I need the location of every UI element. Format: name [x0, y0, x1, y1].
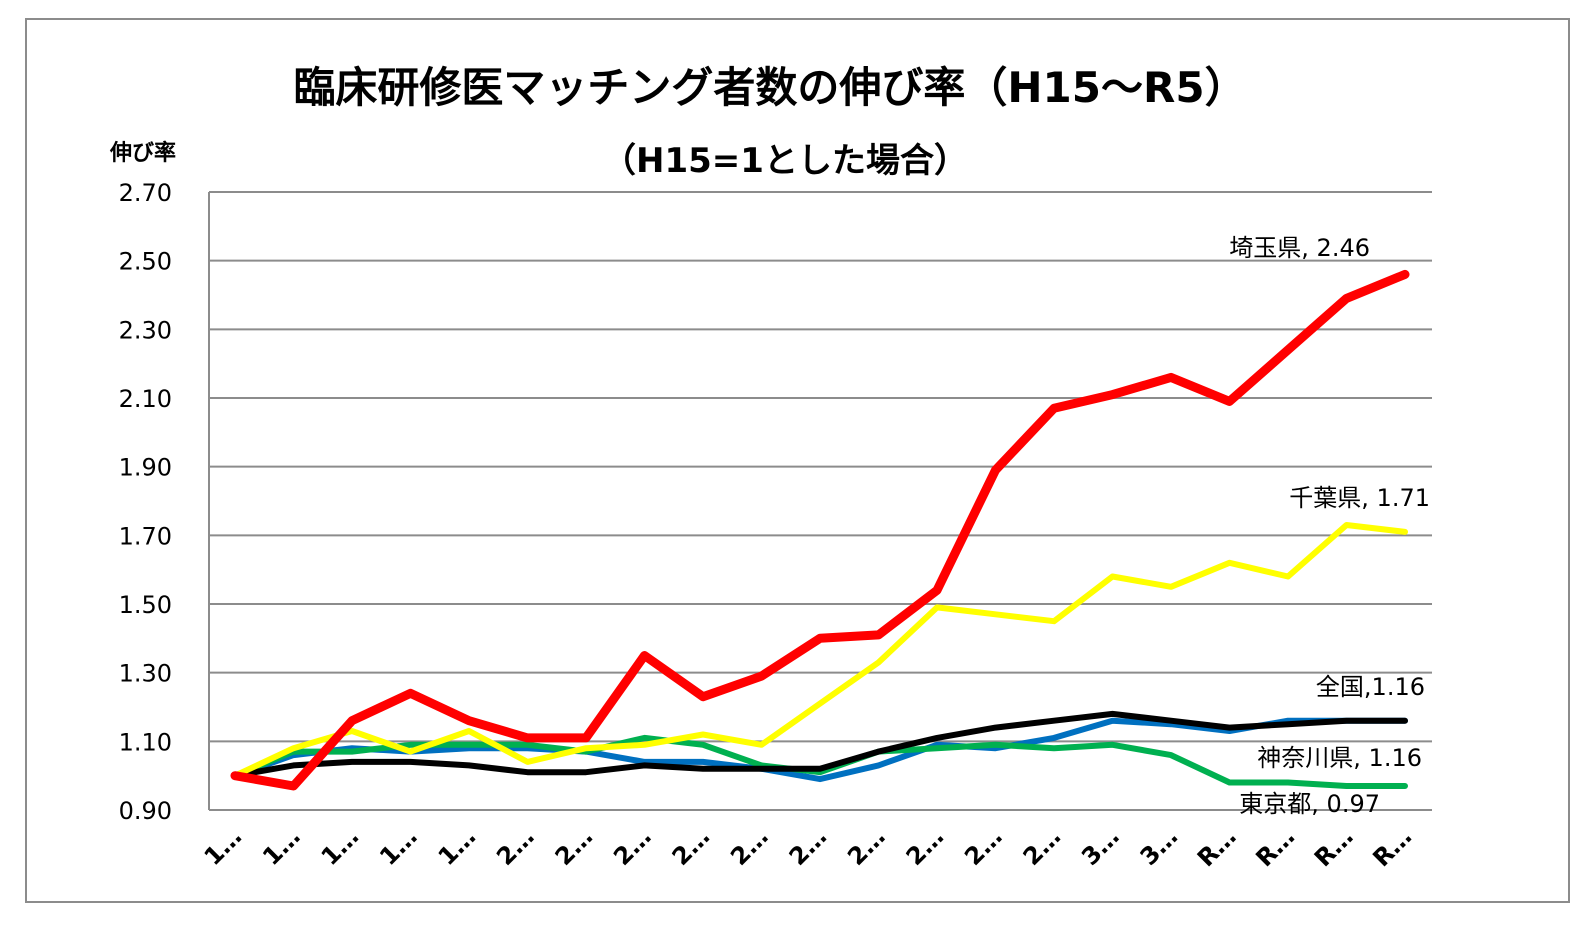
- y-tick-label: 1.70: [119, 522, 172, 550]
- chart-subtitle: （H15=1とした場合）: [602, 141, 968, 181]
- x-tick-label: 2…: [491, 822, 540, 871]
- data-label-東京都: 東京都, 0.97: [1239, 790, 1380, 818]
- chart-title: 臨床研修医マッチング者数の伸び率（H15～R5）: [293, 63, 1246, 112]
- y-tick-label: 2.50: [119, 248, 172, 276]
- x-tick-label: 2…: [608, 822, 657, 871]
- x-tick-label: 3…: [1076, 822, 1125, 871]
- y-tick-label: 1.90: [119, 454, 172, 482]
- x-tick-label: 2…: [1018, 822, 1067, 871]
- x-tick-label: 2…: [901, 822, 950, 871]
- y-tick-label: 2.10: [119, 385, 172, 413]
- y-tick-label: 1.50: [119, 591, 172, 619]
- series-line-神奈川県: [232, 717, 1408, 783]
- x-tick-label: R…: [1367, 822, 1417, 872]
- series-line-千葉県: [232, 522, 1408, 779]
- x-tick-label: R…: [1309, 822, 1359, 872]
- x-tick-label: 1…: [316, 822, 365, 871]
- data-label-埼玉県: 埼玉県, 2.46: [1229, 234, 1370, 262]
- series-lines: [230, 269, 1410, 791]
- x-axis-ticks: 1… 1… 1… 1… 1… 2… 2… 2… 2… 2… 2… 2… 2… 2… 2… 3… 3… R… R… R……: [199, 822, 1418, 872]
- x-tick-label: 1…: [199, 822, 248, 871]
- series-line-埼玉県: [230, 269, 1410, 791]
- y-tick-label: 1.30: [119, 660, 172, 688]
- y-tick-label: 0.90: [119, 797, 172, 825]
- y-tick-label: 1.10: [119, 728, 172, 756]
- data-label-全国: 全国,1.16: [1316, 673, 1425, 701]
- y-tick-label: 2.30: [119, 316, 172, 344]
- x-tick-label: 1…: [257, 822, 306, 871]
- x-tick-label: 2…: [667, 822, 716, 871]
- gridlines: [208, 191, 1432, 811]
- y-axis-ticks: 0.90 1.10 1.30 1.50 1.70 1.90 2.10 2.30 2.50 2.70: [119, 179, 172, 825]
- x-tick-label: R…: [1250, 822, 1300, 872]
- x-tick-label: 2…: [550, 822, 599, 871]
- data-labels: 埼玉県, 2.46 千葉県, 1.71 全国,1.16 神奈川県, 1.16 東京都, …: [1229, 234, 1430, 818]
- x-tick-label: 2…: [725, 822, 774, 871]
- series-line-全国: [232, 710, 1408, 779]
- x-tick-label: 2…: [842, 822, 891, 871]
- y-axis-label: 伸び率: [109, 140, 176, 166]
- x-tick-label: 2…: [959, 822, 1008, 871]
- x-tick-label: 1…: [374, 822, 423, 871]
- x-tick-label: R…: [1192, 822, 1242, 872]
- data-label-千葉県: 千葉県, 1.71: [1289, 484, 1430, 512]
- x-tick-label: 1…: [433, 822, 482, 871]
- x-tick-label: 3…: [1135, 822, 1184, 871]
- x-tick-label: 2…: [784, 822, 833, 871]
- y-tick-label: 2.70: [119, 179, 172, 207]
- data-label-神奈川県: 神奈川県, 1.16: [1257, 744, 1422, 772]
